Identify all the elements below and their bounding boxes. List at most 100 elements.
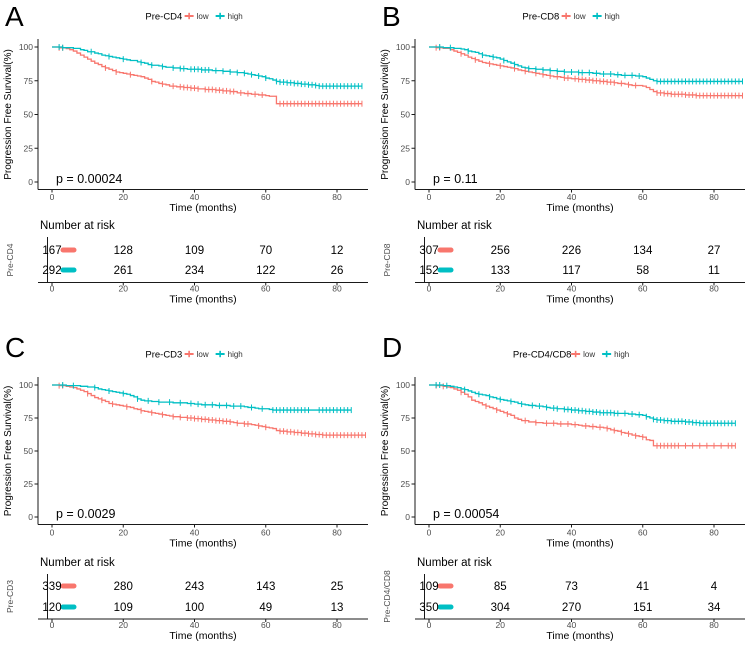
panel-b-chart: Pre-CD8 low high 0 25 50 75 100 0 20 40 60 80 Progres… bbox=[380, 12, 745, 306]
risk-value: 26 bbox=[331, 265, 344, 277]
y-tick-label: 50 bbox=[24, 110, 34, 120]
legend-label: low bbox=[583, 350, 595, 359]
panel-a: A Pre-CD4 low high 0 25 50 75 100 0 20 40 60 80 Progr… bbox=[0, 0, 376, 324]
y-tick-label: 50 bbox=[401, 110, 411, 120]
risk-value: 73 bbox=[565, 581, 578, 593]
risk-value: 292 bbox=[42, 265, 61, 277]
x-tick-label: 40 bbox=[567, 528, 577, 538]
risk-x-axis-title: Time (months) bbox=[169, 294, 236, 306]
risk-value: 85 bbox=[494, 581, 507, 593]
survival-curve-low bbox=[52, 46, 362, 105]
legend-label: high bbox=[614, 350, 629, 359]
survival-curve-low bbox=[429, 46, 743, 97]
panel-d: D Pre-CD4/CD8 low high 0 25 50 75 100 0 20 40 60 80 P… bbox=[377, 324, 753, 648]
p-value-label: p = 0.11 bbox=[433, 172, 478, 186]
risk-group-label: Pre-CD3 bbox=[5, 580, 15, 613]
y-tick-label: 0 bbox=[28, 512, 33, 522]
y-tick-label: 25 bbox=[24, 479, 34, 489]
panel-c: C Pre-CD3 low high 0 25 50 75 100 0 20 40 60 80 Progr… bbox=[0, 324, 376, 648]
risk-key-low-icon bbox=[60, 247, 77, 253]
risk-value: 4 bbox=[711, 581, 718, 593]
x-axis-title: Time (months) bbox=[546, 538, 613, 550]
legend-label: low bbox=[574, 12, 586, 21]
y-tick-label: 0 bbox=[28, 177, 33, 187]
legend-title: Pre-CD8 bbox=[522, 12, 559, 23]
risk-x-tick-label: 20 bbox=[496, 620, 506, 630]
y-tick-label: 100 bbox=[396, 42, 410, 52]
risk-value: 109 bbox=[185, 245, 204, 257]
legend-label: high bbox=[605, 12, 620, 21]
risk-x-tick-label: 40 bbox=[567, 284, 577, 294]
legend-label: low bbox=[197, 12, 209, 21]
legend-title: Pre-CD4/CD8 bbox=[513, 350, 572, 361]
p-value-label: p = 0.00024 bbox=[56, 172, 122, 186]
risk-value: 134 bbox=[633, 245, 653, 257]
risk-table-title: Number at risk bbox=[417, 220, 492, 232]
y-axis-title: Progression Free Survival(%) bbox=[3, 386, 14, 517]
y-tick-label: 25 bbox=[401, 479, 411, 489]
risk-value: 167 bbox=[42, 245, 61, 257]
risk-value: 117 bbox=[562, 265, 580, 277]
y-tick-label: 75 bbox=[24, 76, 34, 86]
p-value-label: p = 0.0029 bbox=[56, 507, 115, 521]
survival-curve-high bbox=[429, 384, 736, 424]
risk-value: 109 bbox=[419, 581, 438, 593]
panel-c-chart: Pre-CD3 low high 0 25 50 75 100 0 20 40 60 80 Progres… bbox=[3, 350, 368, 642]
x-axis-title: Time (months) bbox=[546, 202, 613, 214]
panel-letter: D bbox=[382, 332, 403, 363]
risk-value: 70 bbox=[259, 245, 272, 257]
risk-value: 151 bbox=[633, 602, 652, 614]
legend-label: low bbox=[197, 350, 209, 359]
risk-x-tick-label: 0 bbox=[427, 284, 432, 294]
y-tick-label: 100 bbox=[19, 380, 33, 390]
risk-value: 100 bbox=[185, 602, 204, 614]
risk-x-tick-label: 80 bbox=[709, 284, 719, 294]
panel-letter: B bbox=[382, 1, 401, 32]
risk-key-low-icon bbox=[60, 583, 77, 589]
y-tick-label: 0 bbox=[405, 512, 410, 522]
risk-value: 11 bbox=[708, 265, 720, 277]
survival-curve-high bbox=[52, 384, 352, 411]
risk-key-high-icon bbox=[437, 267, 454, 273]
x-tick-label: 60 bbox=[638, 192, 648, 202]
risk-value: 12 bbox=[331, 245, 344, 257]
y-axis-title: Progression Free Survival(%) bbox=[380, 49, 391, 180]
risk-value: 58 bbox=[636, 265, 649, 277]
x-tick-label: 60 bbox=[261, 192, 271, 202]
x-tick-label: 80 bbox=[332, 192, 342, 202]
risk-x-tick-label: 60 bbox=[638, 620, 648, 630]
survival-curve-high bbox=[52, 46, 362, 87]
risk-x-tick-label: 80 bbox=[332, 620, 342, 630]
x-tick-label: 40 bbox=[190, 528, 200, 538]
risk-value: 307 bbox=[419, 245, 438, 257]
risk-value: 270 bbox=[562, 602, 581, 614]
risk-value: 34 bbox=[708, 602, 721, 614]
legend-title: Pre-CD3 bbox=[145, 350, 182, 361]
x-tick-label: 20 bbox=[119, 192, 129, 202]
risk-x-tick-label: 60 bbox=[261, 284, 271, 294]
risk-key-high-icon bbox=[60, 604, 77, 610]
risk-key-low-icon bbox=[437, 247, 454, 253]
x-tick-label: 80 bbox=[332, 528, 342, 538]
x-tick-label: 0 bbox=[50, 528, 55, 538]
risk-value: 122 bbox=[256, 265, 275, 277]
x-tick-label: 0 bbox=[427, 192, 432, 202]
x-tick-label: 40 bbox=[567, 192, 577, 202]
risk-value: 109 bbox=[114, 602, 133, 614]
y-tick-label: 100 bbox=[396, 380, 410, 390]
risk-value: 243 bbox=[185, 581, 204, 593]
x-tick-label: 20 bbox=[496, 528, 506, 538]
x-tick-label: 80 bbox=[709, 528, 719, 538]
legend-label: high bbox=[228, 350, 243, 359]
x-tick-label: 60 bbox=[638, 528, 648, 538]
risk-group-label: Pre-CD4 bbox=[5, 243, 15, 276]
risk-value: 41 bbox=[636, 581, 649, 593]
risk-value: 13 bbox=[331, 602, 344, 614]
y-tick-label: 25 bbox=[24, 143, 34, 153]
risk-table-title: Number at risk bbox=[417, 557, 492, 569]
y-tick-label: 75 bbox=[401, 413, 411, 423]
panel-b: B Pre-CD8 low high 0 25 50 75 100 0 20 40 60 80 Progr… bbox=[377, 0, 753, 324]
legend-label: high bbox=[228, 12, 243, 21]
risk-value: 280 bbox=[114, 581, 133, 593]
